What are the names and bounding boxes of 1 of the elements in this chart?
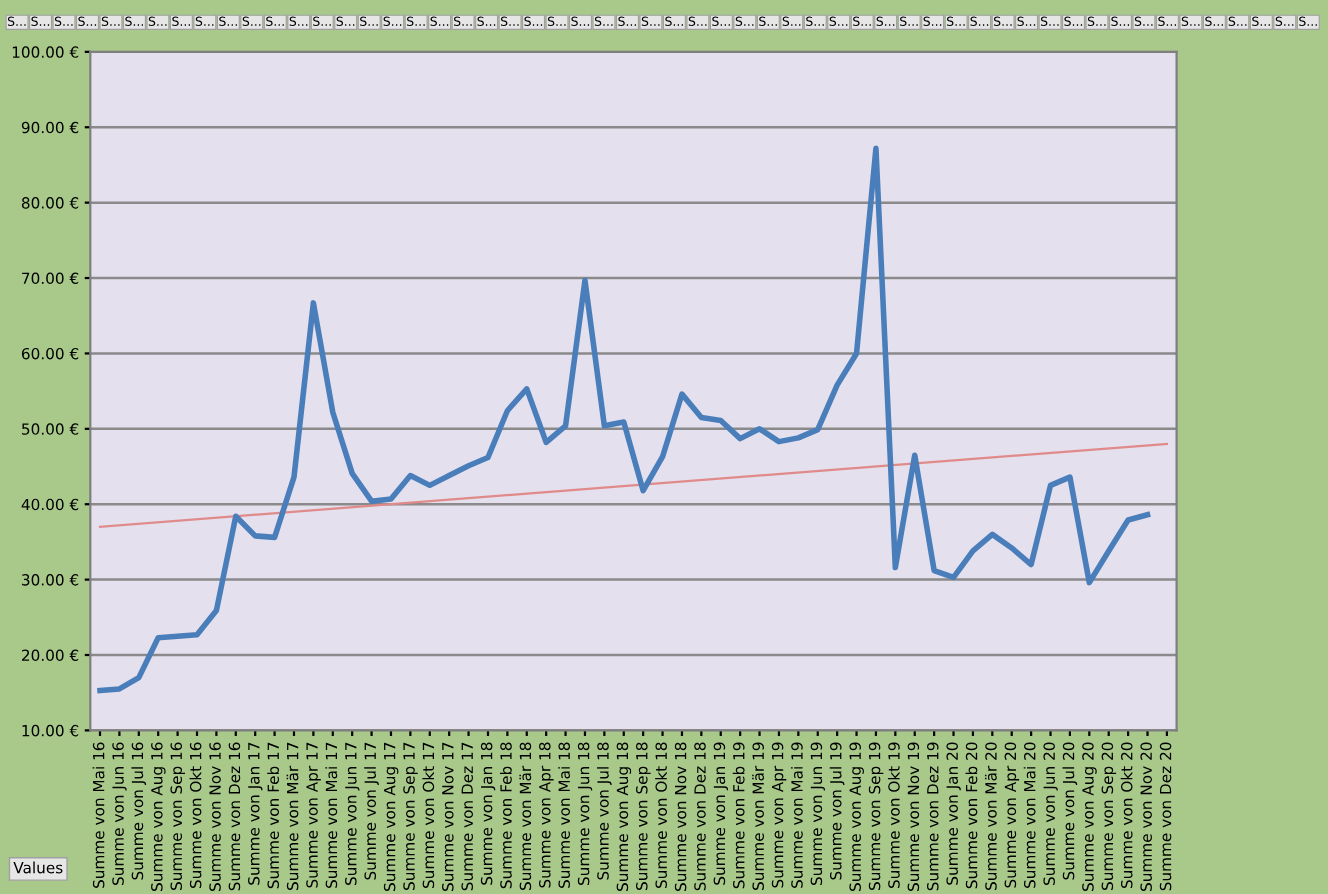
line-series xyxy=(97,145,1151,694)
